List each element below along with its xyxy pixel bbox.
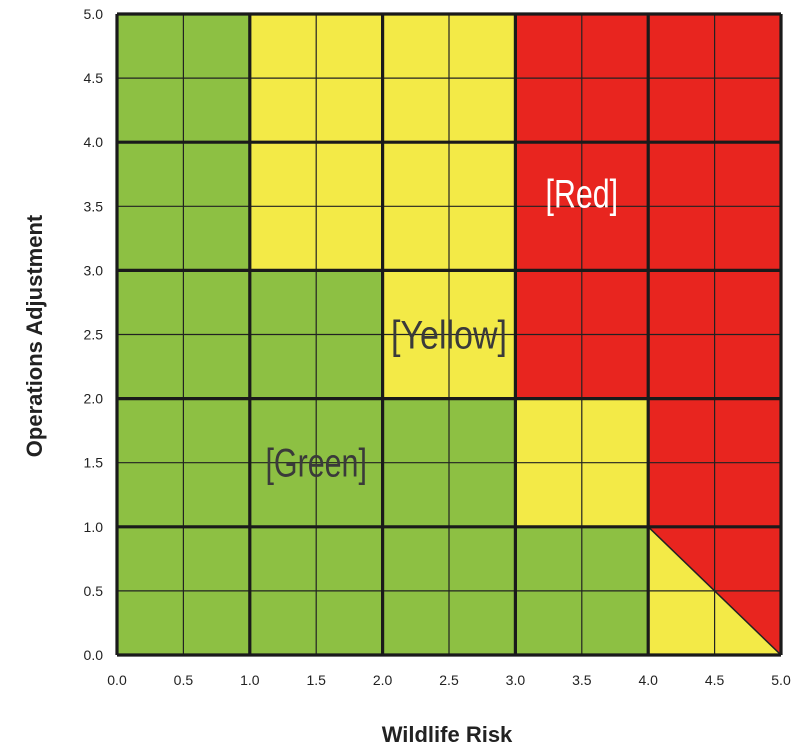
x-tick-label: 2.5	[439, 672, 459, 688]
zone-label: [Red]	[546, 172, 619, 216]
y-tick-label: 1.5	[84, 455, 104, 471]
x-tick-label: 2.0	[373, 672, 393, 688]
major-grid	[115, 12, 783, 657]
y-tick-label: 3.0	[84, 262, 104, 278]
zone-annotations: [Red] [Yellow] [Green]	[265, 172, 618, 485]
y-tick-label: 1.0	[84, 519, 104, 535]
x-tick-label: 0.5	[174, 672, 194, 688]
zone-label: [Yellow]	[391, 314, 507, 358]
x-axis-title: Wildlife Risk	[382, 722, 513, 747]
x-tick-label: 4.5	[705, 672, 725, 688]
y-tick-label: 5.0	[84, 6, 104, 22]
y-axis-title: Operations Adjustment	[22, 214, 47, 457]
x-tick-label: 1.0	[240, 672, 260, 688]
minor-grid	[117, 14, 782, 656]
x-tick-label: 4.0	[638, 672, 658, 688]
y-tick-label: 0.0	[84, 647, 104, 663]
x-tick-label: 1.5	[306, 672, 326, 688]
x-tick-label: 0.0	[107, 672, 127, 688]
y-tick-label: 4.5	[84, 70, 104, 86]
x-tick-label: 5.0	[771, 672, 791, 688]
x-tick-label: 3.0	[506, 672, 526, 688]
y-tick-label: 4.0	[84, 134, 104, 150]
diagonal-boundary-line	[647, 526, 782, 656]
y-tick-label: 0.5	[84, 583, 104, 599]
y-tick-label: 3.5	[84, 198, 104, 214]
x-axis-ticks: 0.0 0.5 1.0 1.5 2.0 2.5 3.0 3.5 4.0 4.5 5.0	[107, 672, 791, 688]
y-tick-label: 2.0	[84, 391, 104, 407]
y-axis-ticks: 0.0 0.5 1.0 1.5 2.0 2.5 3.0 3.5 4.0 4.5 5.0	[84, 6, 104, 663]
zone-label: [Green]	[265, 442, 367, 486]
x-tick-label: 3.5	[572, 672, 592, 688]
y-tick-label: 2.5	[84, 327, 104, 343]
